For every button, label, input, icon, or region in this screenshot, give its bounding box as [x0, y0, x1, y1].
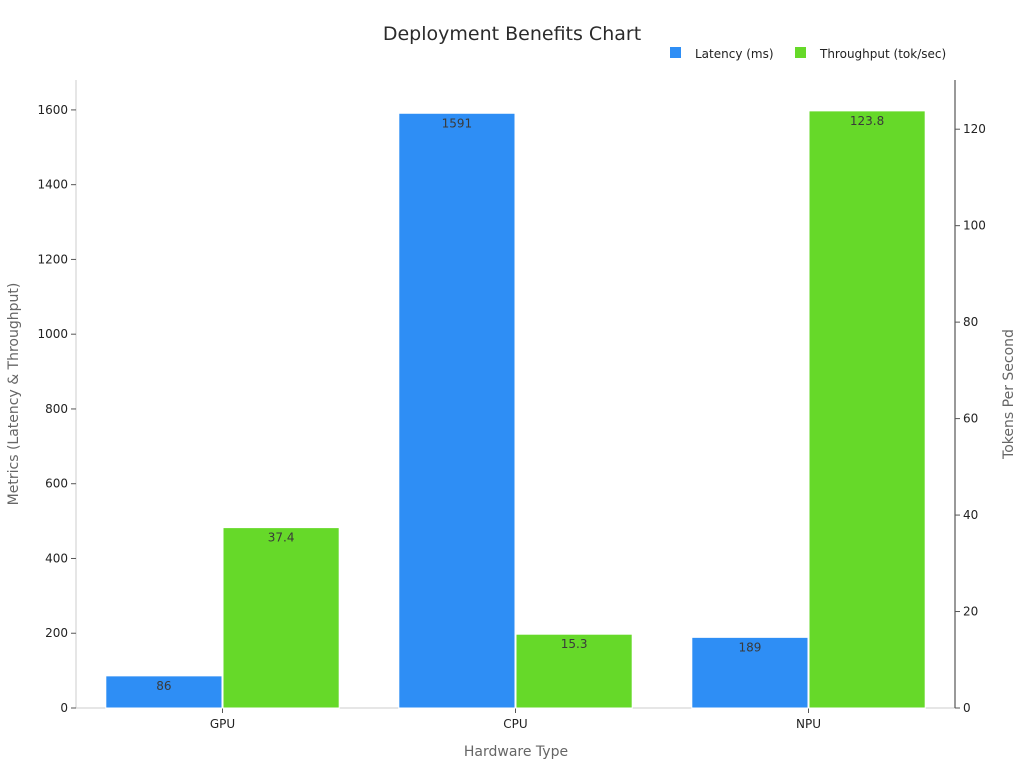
- x-tick-label: GPU: [210, 717, 235, 731]
- data-label: 1591: [442, 116, 473, 130]
- y-right-ticks: 0 20 40 60 80 100 120: [955, 122, 986, 715]
- data-labels: 86 37.4 1591 15.3 189 123.8: [156, 114, 884, 693]
- bars: [105, 110, 926, 709]
- bar-latency: [398, 112, 516, 709]
- legend-swatch: [670, 47, 681, 58]
- y-left-tick-label: 200: [45, 626, 68, 640]
- x-axis-title: Hardware Type: [464, 744, 568, 760]
- y-left-tick-label: 600: [45, 477, 68, 491]
- legend-label: Latency (ms): [695, 47, 774, 61]
- y-axis-right-title: Tokens Per Second: [1001, 329, 1017, 460]
- bar-throughput: [222, 527, 340, 709]
- y-left-tick-label: 1600: [37, 103, 68, 117]
- bar-throughput: [515, 633, 633, 709]
- legend: Latency (ms) Throughput (tok/sec): [670, 47, 946, 61]
- bar-throughput: [808, 110, 926, 709]
- bar-latency: [105, 675, 223, 709]
- y-right-tick-label: 100: [963, 219, 986, 233]
- y-left-tick-label: 800: [45, 402, 68, 416]
- data-label: 123.8: [850, 114, 884, 128]
- y-left-ticks: 0 200 400 600 800 1000 1200 1400 1600: [37, 103, 76, 715]
- y-left-tick-label: 1000: [37, 327, 68, 341]
- legend-label: Throughput (tok/sec): [819, 47, 946, 61]
- data-label: 37.4: [268, 531, 295, 545]
- chart-title: Deployment Benefits Chart: [383, 23, 641, 45]
- y-left-tick-label: 0: [60, 701, 68, 715]
- data-label: 15.3: [561, 637, 588, 651]
- x-tick-label: NPU: [796, 717, 821, 731]
- y-right-tick-label: 120: [963, 122, 986, 136]
- y-right-tick-label: 60: [963, 412, 978, 426]
- y-left-tick-label: 1200: [37, 252, 68, 266]
- x-ticks: GPU CPU NPU: [210, 708, 821, 731]
- y-left-tick-label: 400: [45, 551, 68, 565]
- y-right-tick-label: 0: [963, 701, 971, 715]
- y-right-tick-label: 20: [963, 605, 978, 619]
- x-tick-label: CPU: [503, 717, 527, 731]
- y-right-tick-label: 80: [963, 315, 978, 329]
- bar-latency: [691, 636, 809, 709]
- legend-swatch: [795, 47, 806, 58]
- y-axis-left-title: Metrics (Latency & Throughput): [6, 283, 22, 506]
- y-right-tick-label: 40: [963, 508, 978, 522]
- data-label: 86: [156, 679, 171, 693]
- data-label: 189: [738, 640, 761, 654]
- y-left-tick-label: 1400: [37, 178, 68, 192]
